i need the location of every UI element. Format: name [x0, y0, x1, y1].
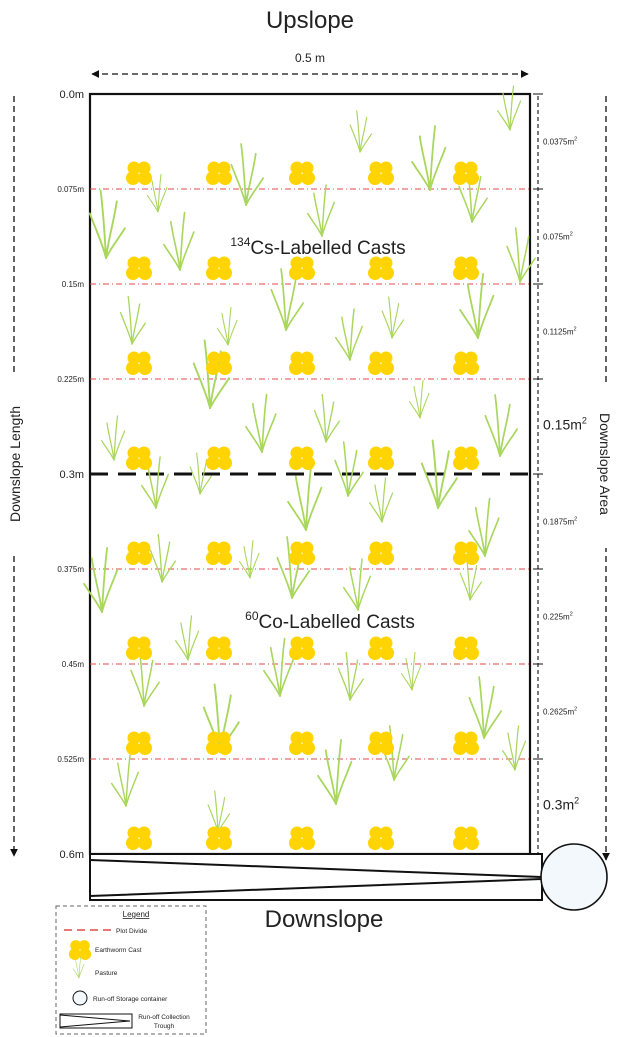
- legend-pasture: Pasture: [95, 970, 118, 977]
- upper-zone-label: 134Cs-Labelled Casts: [230, 235, 405, 259]
- length-ticks: 0.0m 0.075m 0.15m 0.225m 0.3m 0.375m 0.45m 0.52…: [57, 89, 84, 861]
- length-tick-label: 0.45m: [62, 660, 85, 669]
- length-tick-label: 0.375m: [57, 565, 84, 574]
- area-label: 0.225m2: [543, 612, 573, 622]
- length-tick-label: 0.6m: [60, 849, 84, 861]
- length-tick-label: 0.075m: [57, 185, 84, 194]
- length-tick-label: 0.225m: [57, 375, 84, 384]
- plot-width-label: 0.5 m: [295, 51, 325, 65]
- legend-trough-line1: Run-off Collection: [138, 1014, 190, 1021]
- downslope-title: Downslope: [265, 906, 384, 933]
- downslope-length-label: Downslope Length: [7, 406, 23, 522]
- legend-trough-icon: [59, 1013, 133, 1029]
- legend-container-icon: [72, 990, 88, 1006]
- lower-zone-sup: 60: [245, 609, 259, 623]
- length-tick-label: 0.0m: [60, 89, 84, 101]
- downslope-area-label: Downslope Area: [597, 413, 613, 515]
- legend-earthworm-cast: Earthworm Cast: [95, 947, 142, 954]
- area-label: 0.3m2: [543, 796, 579, 813]
- storage-container: [540, 843, 608, 911]
- area-label: 0.15m2: [543, 416, 587, 433]
- area-ticks: 0.0375m2 0.075m2 0.1125m2 0.15m2 0.1875m2 0.2…: [533, 93, 587, 855]
- area-label: 0.2625m2: [543, 707, 577, 717]
- lower-zone-label: 60Co-Labelled Casts: [245, 609, 415, 633]
- upslope-title: Upslope: [266, 7, 354, 34]
- area-label: 0.1875m2: [543, 517, 577, 527]
- legend: Legend Plot Divide Earthworm Cast Pastur…: [55, 905, 207, 1035]
- upper-zone-text: Cs-Labelled Casts: [250, 238, 405, 259]
- length-tick-label: 0.525m: [57, 755, 84, 764]
- length-tick-label: 0.3m: [60, 469, 84, 481]
- area-label: 0.0375m2: [543, 137, 577, 147]
- legend-trough-wedge: [59, 1014, 131, 1028]
- legend-box: [55, 905, 207, 1035]
- legend-trough-line2: Trough: [154, 1023, 175, 1030]
- area-label: 0.075m2: [543, 232, 573, 242]
- lower-zone-text: Co-Labelled Casts: [259, 612, 415, 633]
- length-tick-label: 0.15m: [62, 280, 85, 289]
- legend-storage-container: Run-off Storage container: [93, 996, 168, 1003]
- upper-zone-sup: 134: [230, 235, 250, 249]
- legend-title: Legend: [123, 910, 150, 919]
- legend-plot-divide: Plot Divide: [116, 928, 147, 935]
- plot-divides: [90, 188, 530, 760]
- area-label: 0.1125m2: [543, 327, 577, 337]
